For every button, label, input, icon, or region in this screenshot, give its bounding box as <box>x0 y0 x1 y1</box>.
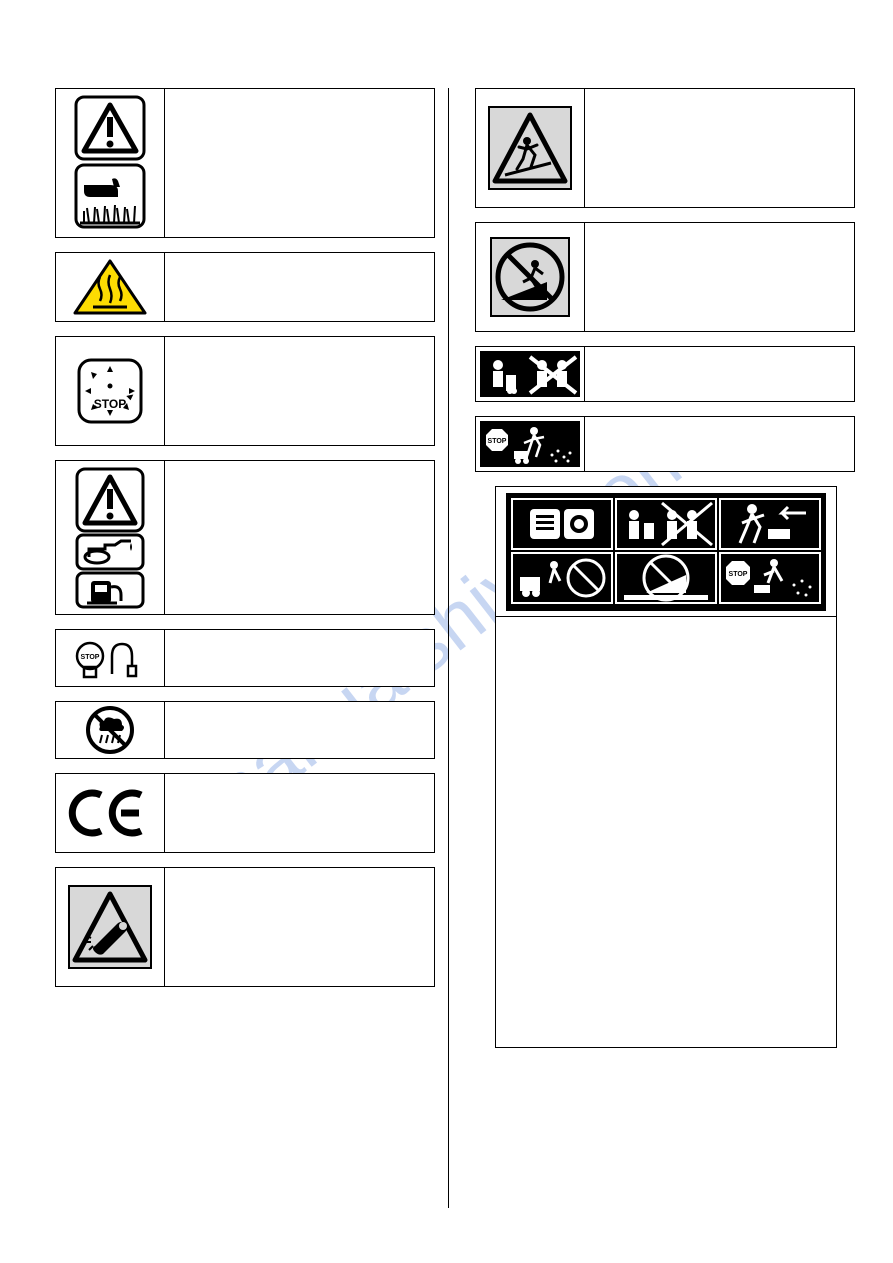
stop-plug-icon: STOP <box>55 629 165 687</box>
description-cell <box>585 222 855 332</box>
table-row <box>55 867 435 987</box>
table-row <box>55 773 435 853</box>
svg-text:STOP: STOP <box>94 397 126 411</box>
left-column: STOP <box>55 88 435 1001</box>
description-cell <box>496 617 836 1047</box>
description-cell <box>585 346 855 402</box>
svg-text:STOP: STOP <box>488 438 507 445</box>
table-row <box>475 222 855 332</box>
triangle-wrench-icon <box>55 867 165 987</box>
description-cell <box>165 701 435 759</box>
table-row <box>475 346 855 402</box>
svg-text:STOP: STOP <box>81 654 100 661</box>
table-row <box>55 88 435 238</box>
composite-panel: STOP <box>495 486 837 1048</box>
right-column: STOP <box>475 88 855 1048</box>
table-row: STOP <box>55 336 435 446</box>
table-row: STOP <box>55 629 435 687</box>
description-cell <box>165 867 435 987</box>
description-cell <box>585 88 855 208</box>
description-cell <box>165 460 435 615</box>
description-cell <box>165 252 435 322</box>
table-row <box>55 701 435 759</box>
description-cell <box>585 416 855 472</box>
stop-sweep-icon: STOP <box>475 416 585 472</box>
table-row <box>55 252 435 322</box>
allowed-forbidden-icon <box>475 346 585 402</box>
no-ramp-push-icon <box>475 222 585 332</box>
description-cell <box>165 88 435 238</box>
ce-mark-icon <box>55 773 165 853</box>
composite-strip-icon: STOP <box>496 487 836 617</box>
table-row: STOP <box>475 416 855 472</box>
hot-surface-icon <box>55 252 165 322</box>
svg-text:STOP: STOP <box>729 571 748 578</box>
warning-hand-grass-icon <box>55 88 165 238</box>
no-rain-icon <box>55 701 165 759</box>
table-row <box>55 460 435 615</box>
table-row <box>475 88 855 208</box>
warning-oil-fuel-icon <box>55 460 165 615</box>
rotating-stop-icon: STOP <box>55 336 165 446</box>
triangle-slip-icon <box>475 88 585 208</box>
description-cell <box>165 629 435 687</box>
column-divider <box>448 88 449 1208</box>
description-cell <box>165 336 435 446</box>
description-cell <box>165 773 435 853</box>
